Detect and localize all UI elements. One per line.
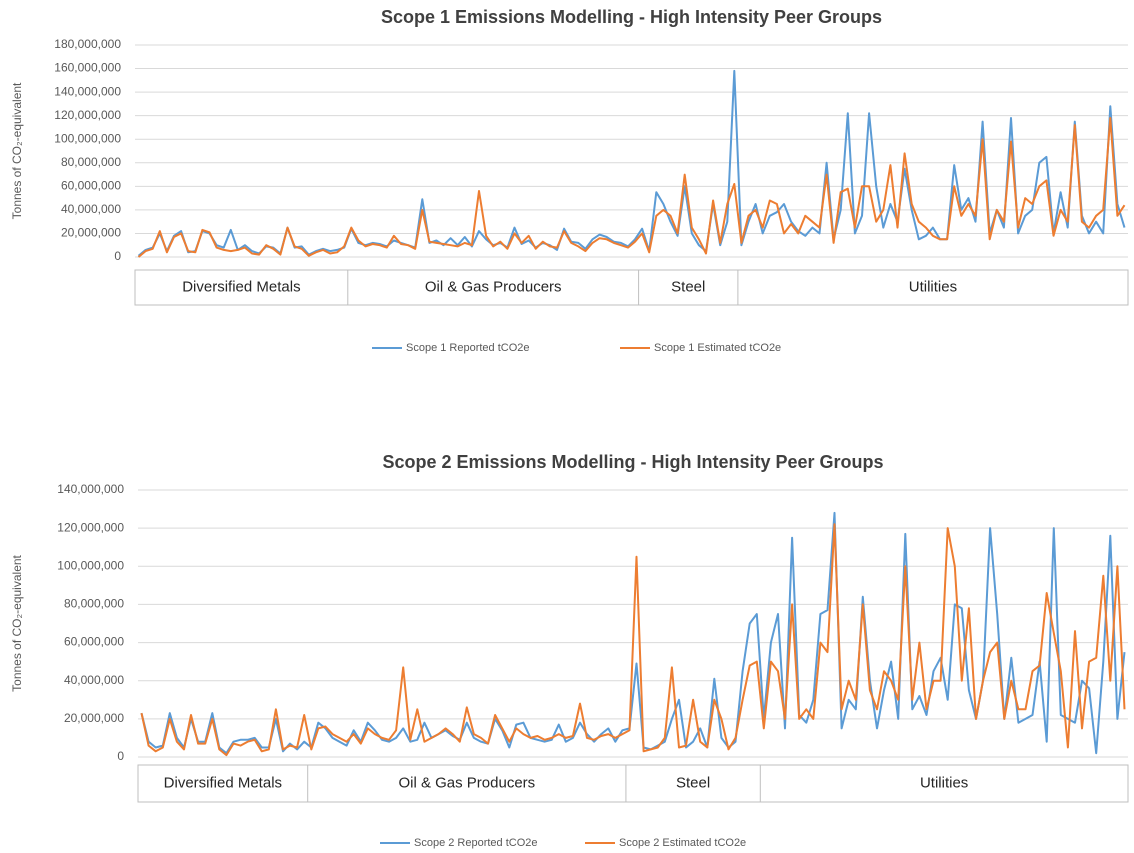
y-tick-label: 120,000,000 — [57, 520, 124, 534]
category-box — [134, 269, 1129, 306]
y-tick-label: 60,000,000 — [64, 635, 124, 649]
y-tick-label: 160,000,000 — [54, 61, 121, 75]
category-group-label: Steel — [671, 278, 705, 295]
y-tick-label: 40,000,000 — [64, 673, 124, 687]
category-box — [137, 764, 1129, 803]
y-tick-label: 20,000,000 — [64, 711, 124, 725]
y-axis-label: Tonnes of CO₂-equivalent — [10, 82, 24, 219]
chart-title: Scope 1 Emissions Modelling - High Inten… — [381, 7, 882, 27]
y-tick-label: 0 — [114, 249, 121, 263]
y-tick-label: 120,000,000 — [54, 108, 121, 122]
category-group-label: Utilities — [909, 278, 957, 295]
category-group-label: Oil & Gas Producers — [425, 278, 562, 295]
series-line — [140, 511, 1126, 755]
category-group-label: Oil & Gas Producers — [398, 774, 535, 791]
chart-title: Scope 2 Emissions Modelling - High Inten… — [382, 452, 883, 472]
y-tick-label: 140,000,000 — [54, 84, 121, 98]
legend-label: Scope 1 Reported tCO2e — [406, 342, 530, 354]
category-group-label: Utilities — [920, 774, 968, 791]
y-tick-label: 80,000,000 — [64, 597, 124, 611]
y-tick-label: 100,000,000 — [57, 558, 124, 572]
series-line — [137, 117, 1126, 258]
category-group-label: Diversified Metals — [182, 278, 300, 295]
category-group-label: Diversified Metals — [164, 774, 282, 791]
y-tick-label: 140,000,000 — [57, 482, 124, 496]
y-tick-label: 0 — [117, 749, 124, 763]
y-tick-label: 20,000,000 — [61, 226, 121, 240]
category-group-label: Steel — [676, 774, 710, 791]
y-tick-label: 100,000,000 — [54, 131, 121, 145]
y-tick-label: 80,000,000 — [61, 155, 121, 169]
legend-label: Scope 1 Estimated tCO2e — [654, 342, 781, 354]
y-axis-label: Tonnes of CO₂-equivalent — [10, 554, 24, 691]
y-tick-label: 60,000,000 — [61, 179, 121, 193]
y-tick-label: 40,000,000 — [61, 202, 121, 216]
series-line — [140, 523, 1126, 757]
legend-label: Scope 2 Estimated tCO2e — [619, 837, 746, 849]
y-tick-label: 180,000,000 — [54, 37, 121, 51]
legend-label: Scope 2 Reported tCO2e — [414, 837, 538, 849]
series-line — [137, 69, 1126, 257]
